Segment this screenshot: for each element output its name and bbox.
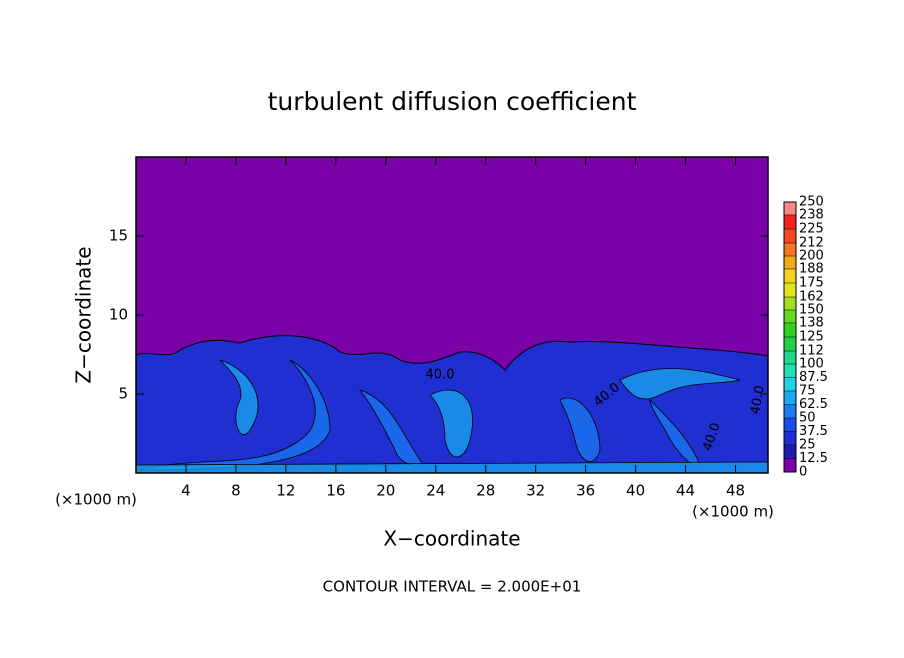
field-streak <box>429 389 473 458</box>
colorbar-segment <box>784 297 796 310</box>
x-tick-label: 44 <box>676 482 695 500</box>
colorbar-segment <box>784 310 796 323</box>
colorbar-segment <box>784 202 796 215</box>
x-tick-label: 36 <box>576 482 595 500</box>
field-streak <box>619 368 741 400</box>
x-unit: (×1000 m) <box>692 503 774 521</box>
chart-title: turbulent diffusion coefficient <box>268 87 637 116</box>
x-axis-label: X−coordinate <box>383 527 520 551</box>
colorbar-label: 200 <box>799 249 824 264</box>
contour-label: 40.0 <box>426 368 455 383</box>
colorbar-label: 138 <box>799 315 824 330</box>
field-streak <box>559 397 601 462</box>
colorbar-label: 37.5 <box>799 424 828 439</box>
colorbar-label: 12.5 <box>799 451 828 466</box>
colorbar-segment <box>784 229 796 244</box>
colorbar-label: 225 <box>799 222 824 237</box>
colorbar-label: 75 <box>799 384 816 399</box>
colorbar-label: 212 <box>799 236 824 251</box>
x-tick-label: 40 <box>626 482 645 500</box>
y-axis-label: Z−coordinate <box>72 246 96 383</box>
colorbar-segment <box>784 404 796 418</box>
colorbar-segment <box>784 445 796 459</box>
field-streak <box>139 359 331 471</box>
colorbar-label: 112 <box>799 344 824 359</box>
colorbar-label: 175 <box>799 276 824 291</box>
colorbar-label: 150 <box>799 303 824 318</box>
colorbar-segment <box>784 458 796 472</box>
y-tick-label: 10 <box>109 306 128 324</box>
colorbar-segment <box>784 268 796 283</box>
x-tick-label: 20 <box>376 482 395 500</box>
colorbar-label: 62.5 <box>799 397 828 412</box>
colorbar-label: 125 <box>799 330 824 345</box>
contour-label: 40.0 <box>748 384 768 415</box>
colorbar-segment <box>784 256 796 269</box>
colorbar-segment <box>784 391 796 405</box>
colorbar-segment <box>784 214 796 229</box>
colorbar-segment <box>784 364 796 378</box>
x-tick-label: 16 <box>326 482 345 500</box>
x-tick-label: 24 <box>426 482 445 500</box>
footer: CONTOUR INTERVAL = 2.000E+01 <box>323 578 582 596</box>
x-tick-label: 12 <box>276 482 295 500</box>
colorbar-segment <box>784 337 796 352</box>
colorbar-segment <box>784 431 796 445</box>
colorbar-segment <box>784 351 796 364</box>
field-streak <box>649 398 701 466</box>
colorbar-label: 250 <box>799 195 824 210</box>
x-tick-label: 8 <box>231 482 241 500</box>
colorbar-label: 50 <box>799 411 816 426</box>
colorbar-label: 162 <box>799 290 824 305</box>
y-unit: (×1000 m) <box>55 491 137 509</box>
colorbar-label: 188 <box>799 261 824 276</box>
y-tick-label: 5 <box>118 385 128 403</box>
y-tick-label: 15 <box>109 227 128 245</box>
colorbar-segment <box>784 243 796 256</box>
colorbar-label: 25 <box>799 438 816 453</box>
x-tick-label: 32 <box>526 482 545 500</box>
colorbar-segment <box>784 283 796 298</box>
colorbar-label: 238 <box>799 207 824 222</box>
colorbar-segment <box>784 377 796 391</box>
colorbar-label: 100 <box>799 357 824 372</box>
colorbar-segment <box>784 322 796 337</box>
field-streak <box>219 359 259 435</box>
colorbar-label: 0 <box>799 465 807 480</box>
x-tick-label: 48 <box>726 482 745 500</box>
x-tick-label: 4 <box>181 482 191 500</box>
colorbar-label: 87.5 <box>799 370 828 385</box>
colorbar-segment <box>784 418 796 432</box>
x-tick-label: 28 <box>476 482 495 500</box>
plot-area: 40.040.040.040.0 <box>135 157 769 474</box>
